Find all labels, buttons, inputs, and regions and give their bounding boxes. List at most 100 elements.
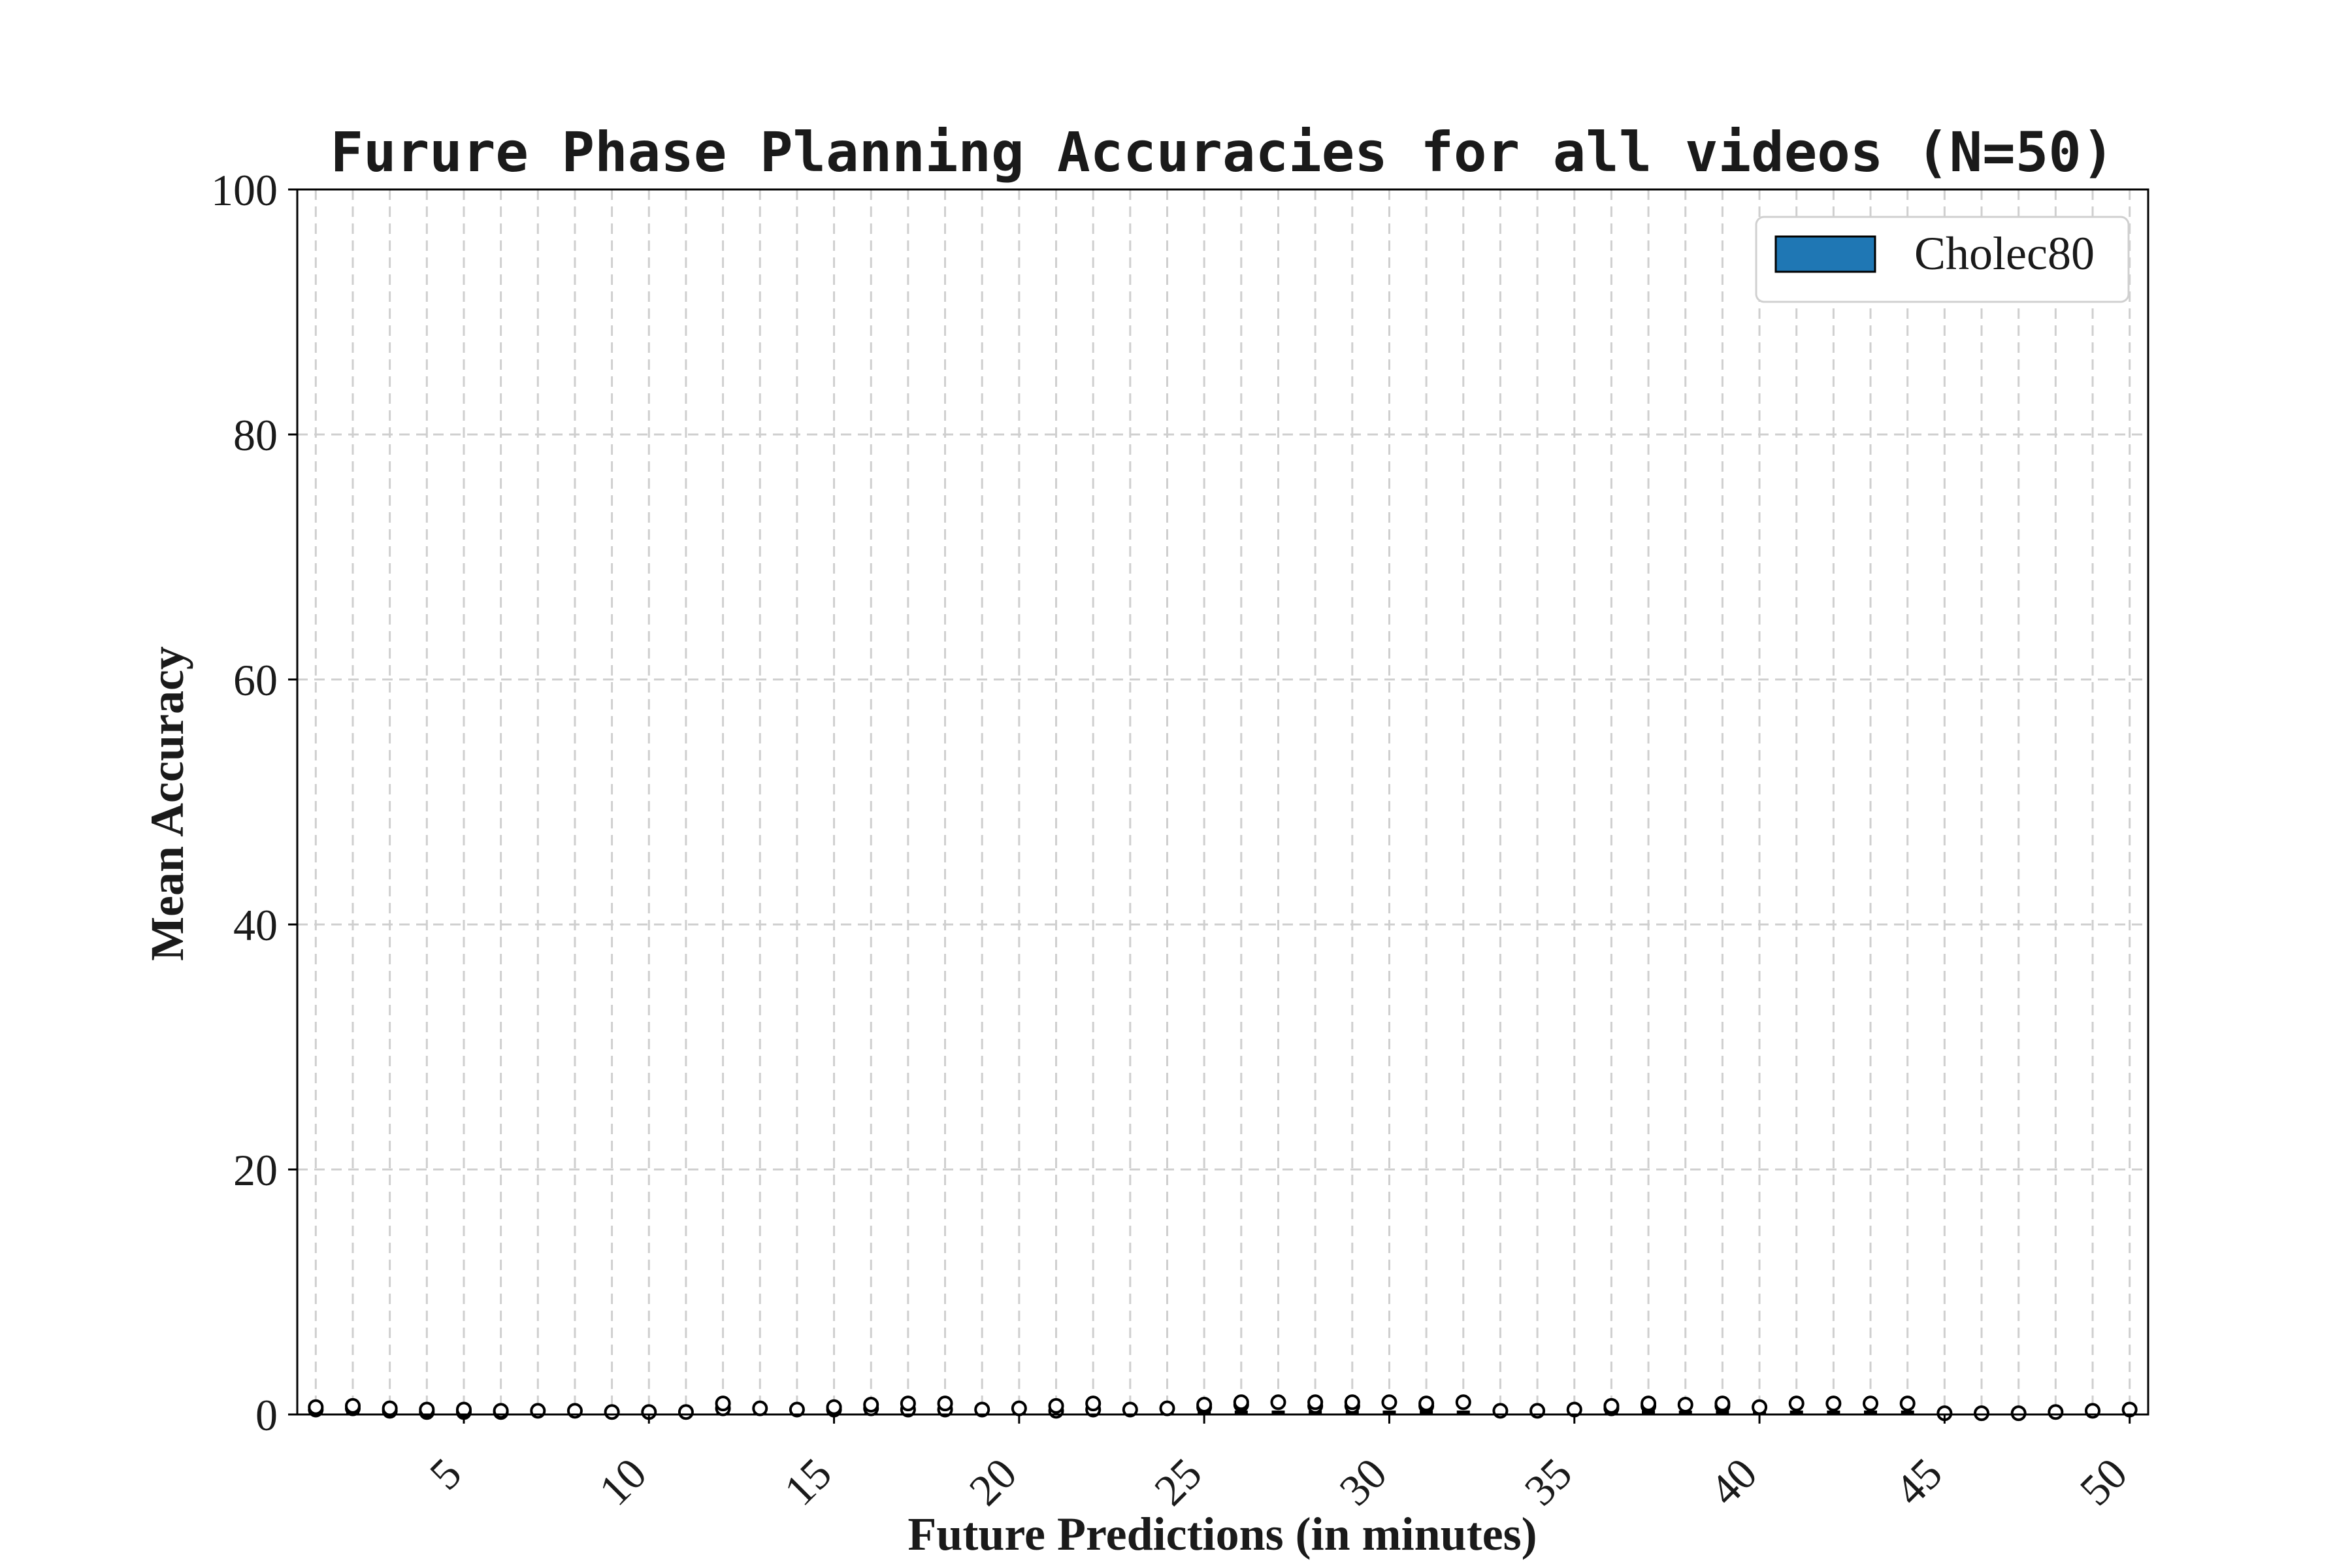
box-38 [1677,1397,1693,1414]
box-6 [493,1403,509,1420]
outlier-28-1 [1307,1394,1324,1411]
box-17 [900,1396,916,1418]
x-tick-label-10: 10 [589,1448,656,1515]
box-39 [1714,1396,1731,1414]
box-3 [382,1400,398,1419]
outlier-40-0 [1752,1399,1768,1415]
legend: Cholec80 [1755,216,2130,303]
y-ticks: 0 20 40 60 80 100 [211,165,297,1440]
x-ticks: 5 10 15 20 25 30 35 40 45 50 [420,1414,2136,1515]
box-2 [344,1397,361,1416]
legend-label-cholec80: Cholec80 [1914,227,2095,280]
x-axis-label: Future Predictions (in minutes) [907,1508,1537,1560]
outlier-1-1 [308,1399,324,1415]
y-tick-label-20: 20 [233,1145,278,1195]
box-16 [863,1397,879,1416]
box-12 [715,1396,731,1416]
box-1 [308,1399,324,1418]
box-36 [1603,1397,1620,1416]
outlier-4-1 [419,1401,435,1418]
box-43 [1863,1396,1879,1414]
chart-title: Furure Phase Planning Accuracies for all… [331,120,2115,184]
x-tick-label-35: 35 [1515,1448,1582,1515]
legend-swatch-cholec80 [1774,235,1876,273]
box-46 [1974,1405,1990,1422]
box-11 [678,1404,694,1420]
y-tick-label-80: 80 [233,410,278,460]
x-tick-label-40: 40 [1700,1448,1767,1515]
outlier-23-0 [1122,1401,1138,1418]
box-4 [419,1401,435,1420]
x-tick-label-50: 50 [2070,1448,2136,1515]
outlier-41-0 [1788,1396,1805,1412]
box-44 [1899,1396,1916,1414]
outlier-30-0 [1381,1394,1397,1411]
box-42 [1825,1396,1842,1414]
box-27 [1270,1394,1286,1414]
outlier-17-1 [900,1396,916,1412]
box-18 [937,1396,953,1418]
outlier-11-0 [678,1404,694,1420]
outlier-37-1 [1641,1396,1657,1412]
grid-layer [297,188,2148,1416]
y-tick-label-60: 60 [233,655,278,705]
x-tick-label-5: 5 [420,1448,471,1499]
outlier-26-1 [1233,1394,1249,1411]
box-9 [604,1404,620,1420]
outlier-14-0 [789,1401,805,1418]
outlier-36-1 [1603,1397,1620,1414]
box-19 [974,1401,990,1418]
outlier-47-0 [2010,1405,2027,1422]
box-41 [1788,1396,1805,1414]
box-26 [1233,1394,1249,1414]
outlier-32-0 [1455,1394,1471,1411]
outlier-2-1 [344,1397,361,1414]
box-22 [1085,1396,1102,1418]
box-20 [1011,1400,1027,1416]
outlier-25-1 [1196,1397,1213,1413]
box-13 [752,1400,768,1416]
box-32 [1455,1394,1471,1414]
box-37 [1641,1396,1657,1414]
outlier-19-0 [974,1401,990,1418]
x-tick-label-45: 45 [1885,1448,1952,1515]
outlier-42-0 [1825,1396,1842,1412]
outlier-13-0 [752,1400,768,1416]
box-25 [1196,1397,1213,1415]
outlier-29-1 [1344,1394,1360,1411]
box-48 [2048,1404,2064,1420]
box-14 [789,1401,805,1418]
box-31 [1418,1396,1435,1414]
outlier-27-0 [1270,1394,1286,1411]
box-40 [1752,1399,1768,1415]
outlier-39-1 [1714,1396,1731,1412]
outlier-24-0 [1159,1400,1175,1416]
y-tick-label-40: 40 [233,900,278,950]
x-tick-label-15: 15 [774,1448,841,1515]
outlier-44-0 [1899,1396,1916,1412]
y-axis-label: Mean Accuracy [141,646,193,961]
box-30 [1381,1394,1397,1414]
outlier-31-1 [1418,1396,1435,1412]
x-tick-label-30: 30 [1330,1448,1396,1515]
outlier-22-1 [1085,1396,1102,1412]
outlier-16-1 [863,1397,879,1413]
box-47 [2010,1405,2027,1422]
box-28 [1307,1394,1324,1414]
box-15 [826,1399,842,1418]
outlier-18-1 [937,1396,953,1412]
outlier-43-0 [1863,1396,1879,1412]
outlier-21-1 [1048,1397,1064,1414]
outlier-15-1 [826,1399,842,1415]
outlier-9-0 [604,1404,620,1420]
box-layer [308,1394,2138,1422]
outlier-38-0 [1677,1397,1693,1413]
outlier-46-0 [1974,1405,1990,1422]
y-tick-label-0: 0 [255,1390,278,1440]
plot-frame [296,188,2149,1416]
outlier-48-0 [2048,1404,2064,1420]
outlier-12-1 [715,1396,731,1412]
box-23 [1122,1401,1138,1418]
